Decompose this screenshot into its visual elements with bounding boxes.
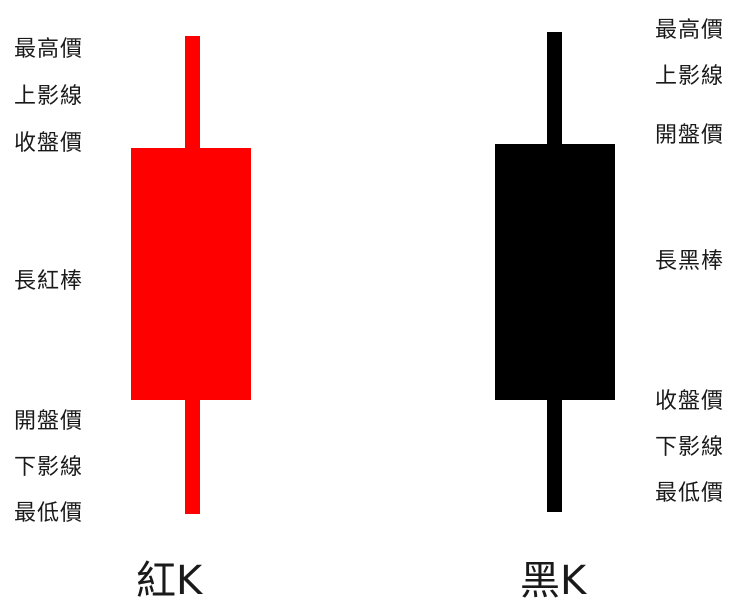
red-lower-shadow bbox=[185, 398, 200, 514]
red-upper-shadow bbox=[185, 36, 200, 151]
black-body-label: 長黑棒 bbox=[655, 249, 725, 274]
black-high-label: 最高價 bbox=[655, 18, 725, 43]
red-open-label: 開盤價 bbox=[14, 409, 84, 434]
red-upper-shadow-label: 上影線 bbox=[14, 84, 84, 109]
black-lower-shadow-label: 下影線 bbox=[655, 435, 725, 460]
black-candle-body bbox=[495, 144, 615, 400]
red-candle-body bbox=[131, 148, 251, 400]
black-lower-shadow bbox=[547, 398, 562, 512]
red-low-label: 最低價 bbox=[14, 501, 84, 526]
red-high-label: 最高價 bbox=[14, 37, 84, 62]
black-low-label: 最低價 bbox=[655, 481, 725, 506]
black-upper-shadow bbox=[547, 32, 562, 147]
red-candle-caption: 紅K bbox=[136, 558, 203, 604]
black-open-label: 開盤價 bbox=[655, 123, 725, 148]
red-body-label: 長紅棒 bbox=[14, 269, 84, 294]
red-close-label: 收盤價 bbox=[14, 131, 84, 156]
black-close-label: 收盤價 bbox=[655, 389, 725, 414]
red-lower-shadow-label: 下影線 bbox=[14, 455, 84, 480]
black-upper-shadow-label: 上影線 bbox=[655, 64, 725, 89]
black-candle-caption: 黑K bbox=[520, 558, 587, 604]
